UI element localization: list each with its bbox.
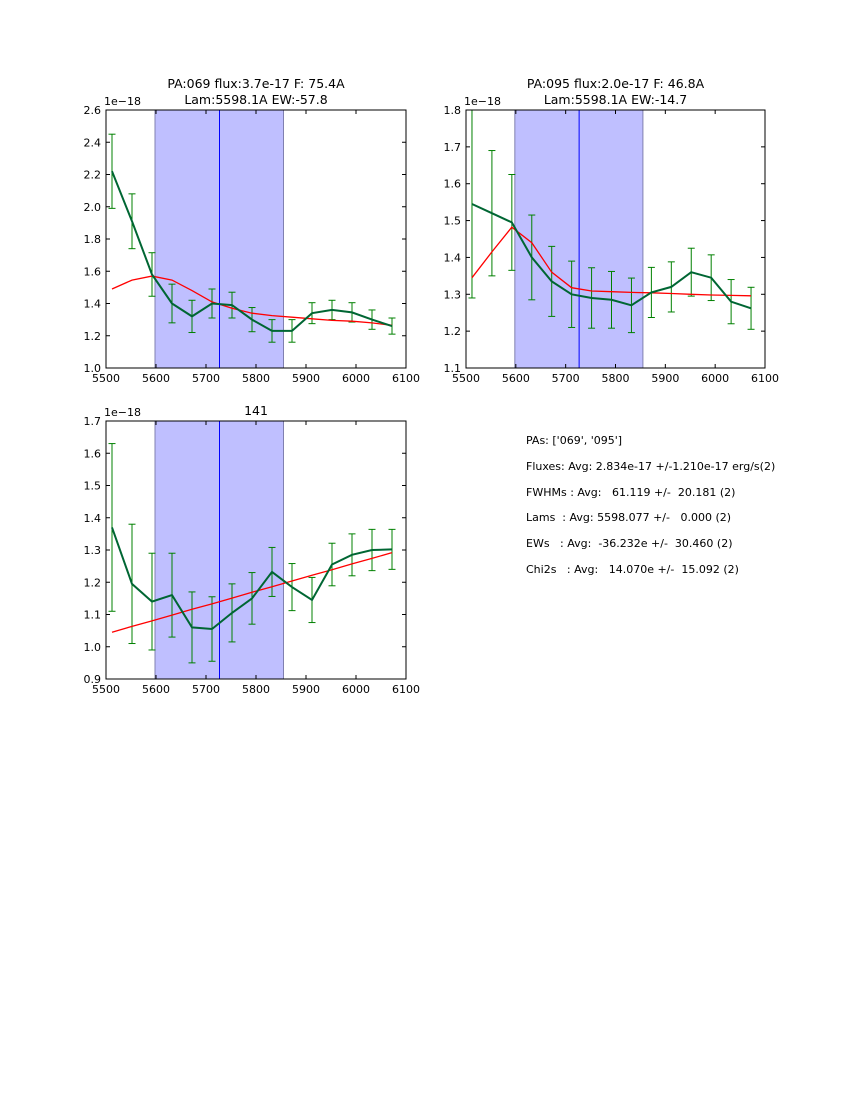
error-bar — [747, 286, 755, 330]
x-tick-label: 5800 — [602, 372, 630, 385]
error-bar — [108, 133, 116, 209]
x-tick-label: 6100 — [392, 372, 420, 385]
x-tick-label: 6100 — [751, 372, 779, 385]
y-tick-label: 2.2 — [84, 169, 102, 182]
chart-3: 5500 5600 5700 5800 5900 6000 6100 0.9 1.0 1.1 1.2… — [84, 403, 421, 696]
stats-chi2s: Chi2s : Avg: 14.070e +/- 15.092 (2) — [526, 562, 739, 576]
y-tick-label: 1.2 — [444, 325, 462, 338]
y-tick-label: 2.4 — [84, 136, 102, 149]
chart-title: Lam:5598.1A EW:-57.8 — [184, 92, 327, 107]
y-tick-label: 1.0 — [84, 362, 102, 375]
chart-title: PA:069 flux:3.7e-17 F: 75.4A — [167, 76, 345, 91]
y-tick-label: 1.8 — [444, 104, 462, 117]
y-tick-label: 1.6 — [444, 178, 462, 191]
y-tick-label: 1.0 — [84, 641, 102, 654]
y-tick-label: 1.3 — [444, 288, 462, 301]
chart-1: 5500 5600 5700 5800 5900 6000 6100 1.0 1.2 1.4 1.6… — [84, 76, 421, 385]
y-offset-label: 1e−18 — [104, 406, 141, 419]
x-tick-label: 5900 — [292, 683, 320, 696]
y-tick-label: 0.9 — [84, 673, 102, 686]
x-tick-label: 5800 — [242, 372, 270, 385]
y-tick-label: 2.6 — [84, 104, 102, 117]
error-bar — [468, 109, 476, 299]
y-offset-label: 1e−18 — [464, 95, 501, 108]
x-tick-label: 5700 — [192, 683, 220, 696]
series-data — [111, 527, 393, 631]
stats-ews: EWs : Avg: -36.232e +/- 30.460 (2) — [526, 537, 733, 551]
y-tick-label: 1.5 — [444, 215, 462, 228]
stats-panel: PAs: ['069', '095'] Fluxes: Avg: 2.834e-… — [526, 434, 775, 589]
y-tick-label: 1.4 — [444, 251, 462, 264]
x-tick-label: 5900 — [651, 372, 679, 385]
y-tick-label: 2.0 — [84, 201, 102, 214]
stats-pas: PAs: ['069', '095'] — [526, 434, 623, 447]
series-data — [471, 203, 752, 310]
x-tick-label: 5600 — [142, 372, 170, 385]
y-tick-label: 1.3 — [84, 544, 102, 557]
error-bar — [388, 528, 396, 570]
y-tick-label: 1.5 — [84, 480, 102, 493]
y-tick-label: 1.6 — [84, 265, 102, 278]
x-tick-label: 5700 — [552, 372, 580, 385]
y-tick-label: 1.7 — [444, 141, 462, 154]
x-tick-label: 5500 — [92, 683, 120, 696]
y-tick-label: 1.7 — [84, 415, 102, 428]
x-tick-label: 5600 — [142, 683, 170, 696]
y-tick-label: 1.1 — [444, 362, 462, 375]
stats-fwhms: FWHMs : Avg: 61.119 +/- 20.181 (2) — [526, 485, 736, 499]
y-tick-label: 1.4 — [84, 512, 102, 525]
stats-lams: Lams : Avg: 5598.077 +/- 0.000 (2) — [526, 511, 732, 525]
x-tick-label: 5700 — [192, 372, 220, 385]
y-tick-label: 1.6 — [84, 447, 102, 460]
y-tick-label: 1.2 — [84, 576, 102, 589]
y-tick-label: 1.4 — [84, 298, 102, 311]
stats-fluxes: Fluxes: Avg: 2.834e-17 +/-1.210e-17 erg/… — [526, 459, 776, 473]
x-tick-label: 5500 — [452, 372, 480, 385]
y-tick-label: 1.1 — [84, 609, 102, 622]
y-offset-label: 1e−18 — [104, 95, 141, 108]
y-tick-label: 1.8 — [84, 233, 102, 246]
y-tick-label: 1.2 — [84, 330, 102, 343]
series-fit — [111, 275, 393, 326]
x-tick-label: 5800 — [242, 683, 270, 696]
x-tick-label: 6000 — [342, 683, 370, 696]
x-tick-label: 5600 — [502, 372, 530, 385]
chart-title: Lam:5598.1A EW:-14.7 — [544, 92, 687, 107]
series-fit — [111, 551, 393, 633]
chart-2: 5500 5600 5700 5800 5900 6000 6100 1.1 1.2 1.3 1.4… — [444, 76, 780, 385]
series-data — [111, 170, 393, 332]
chart-title: PA:095 flux:2.0e-17 F: 46.8A — [527, 76, 705, 91]
x-tick-label: 6000 — [701, 372, 729, 385]
chart-title: 141 — [244, 403, 268, 418]
x-tick-label: 6000 — [342, 372, 370, 385]
x-tick-label: 6100 — [392, 683, 420, 696]
x-tick-label: 5500 — [92, 372, 120, 385]
x-tick-label: 5900 — [292, 372, 320, 385]
